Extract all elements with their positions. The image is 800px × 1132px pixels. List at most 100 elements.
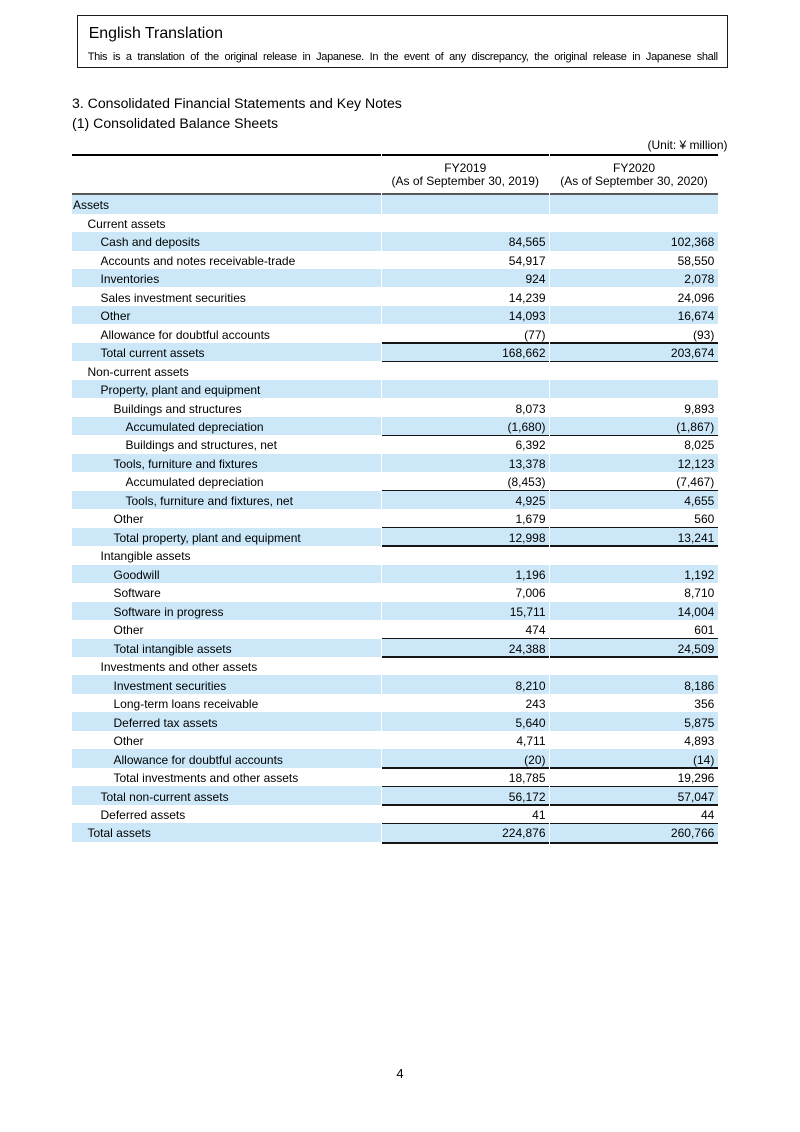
fy2019-value: 41 bbox=[532, 808, 546, 823]
row-label: Total non-current assets bbox=[72, 786, 381, 805]
header-underline bbox=[382, 192, 549, 195]
fy2020-value: 8,186 bbox=[550, 675, 718, 694]
row-label: Allowance for doubtful accounts bbox=[72, 749, 381, 768]
total-rule bbox=[550, 490, 718, 492]
row-label: Other bbox=[113, 512, 144, 527]
fy2019-value: 18,785 bbox=[508, 771, 546, 786]
fy2020-value: 12,123 bbox=[550, 453, 718, 473]
fy2019-value: 14,239 bbox=[508, 290, 546, 305]
fy2019-value: 5,640 bbox=[382, 712, 549, 731]
table-row: Deferred assets 41 44 bbox=[72, 805, 718, 823]
row-label: Assets bbox=[72, 195, 381, 214]
row-label: Total intangible assets bbox=[72, 638, 381, 657]
fy2020-value: 58,550 bbox=[677, 253, 715, 268]
total-rule bbox=[382, 804, 549, 806]
total-rule bbox=[382, 842, 549, 844]
row-label: Total current assets bbox=[72, 342, 381, 362]
fy2020-value: 102,368 bbox=[550, 232, 718, 251]
row-label: Total investments and other assets bbox=[113, 771, 299, 786]
table-row: Other 4,711 4,893 bbox=[72, 731, 718, 749]
total-rule bbox=[382, 342, 549, 344]
table-row: Long-term loans receivable 243 356 bbox=[72, 694, 718, 712]
section-heading: 3. Consolidated Financial Statements and… bbox=[72, 94, 402, 111]
row-label: Other bbox=[113, 734, 144, 749]
table-row: Total current assets 168,662 203,674 bbox=[72, 342, 718, 362]
fy2019-value: 4,711 bbox=[516, 734, 546, 749]
column-header-fy2020-line2: (As of September 30, 2020) bbox=[560, 173, 708, 188]
row-label: Tools, furniture and fixtures, net bbox=[72, 490, 381, 510]
row-label: Property, plant and equipment bbox=[72, 379, 381, 399]
row-label: Software in progress bbox=[72, 601, 381, 621]
fy2019-value: 168,662 bbox=[382, 342, 549, 362]
row-label: Accumulated depreciation bbox=[72, 416, 381, 436]
fy2020-value: 19,296 bbox=[677, 771, 715, 786]
row-label: Deferred assets bbox=[100, 808, 186, 823]
total-rule bbox=[382, 527, 549, 529]
fy2020-value: 9,893 bbox=[684, 401, 715, 416]
total-rule bbox=[550, 637, 718, 640]
row-label: Accumulated depreciation bbox=[125, 475, 264, 490]
fy2020-value: 57,047 bbox=[550, 786, 718, 805]
table-row: Total intangible assets 24,388 24,509 bbox=[72, 638, 718, 657]
total-rule bbox=[550, 767, 718, 769]
fy2020-value bbox=[550, 361, 718, 379]
row-label: Other bbox=[72, 305, 381, 325]
header-underline bbox=[550, 192, 718, 195]
fy2019-value bbox=[382, 214, 549, 232]
table-row: Total assets 224,876 260,766 bbox=[72, 823, 718, 842]
notice-title: English Translation bbox=[88, 25, 223, 43]
table-row: Non-current assets bbox=[72, 361, 718, 379]
fy2020-value: (14) bbox=[550, 749, 718, 768]
total-rule bbox=[550, 804, 718, 806]
table-row: Intangible assets bbox=[72, 546, 718, 564]
total-rule bbox=[382, 822, 549, 824]
total-rule bbox=[382, 767, 549, 769]
table-row: Assets bbox=[72, 195, 718, 214]
row-label: Deferred tax assets bbox=[72, 712, 381, 731]
row-label: Investments and other assets bbox=[100, 660, 258, 675]
fy2020-value: (93) bbox=[692, 327, 715, 342]
row-label: Current assets bbox=[87, 216, 166, 231]
table-row: Buildings and structures, net 6,392 8,025 bbox=[72, 435, 718, 453]
row-label: Sales investment securities bbox=[100, 290, 246, 305]
total-rule bbox=[550, 842, 718, 844]
fy2019-value: 1,196 bbox=[382, 564, 549, 584]
row-label: Goodwill bbox=[72, 564, 381, 584]
fy2019-value: 7,006 bbox=[515, 586, 546, 601]
fy2020-value: 16,674 bbox=[550, 305, 718, 325]
fy2019-value: 474 bbox=[525, 623, 546, 638]
table-row: Allowance for doubtful accounts (20) (14) bbox=[72, 749, 718, 768]
table-row: Deferred tax assets 5,640 5,875 bbox=[72, 712, 718, 731]
fy2019-value: (77) bbox=[524, 327, 546, 342]
table-top-rule bbox=[382, 153, 549, 157]
table-row: Tools, furniture and fixtures 13,378 12,12… bbox=[72, 453, 718, 473]
fy2020-value: 5,875 bbox=[550, 712, 718, 731]
table-row: Other 1,679 560 bbox=[72, 509, 718, 527]
fy2019-value: 12,998 bbox=[382, 527, 549, 547]
total-rule bbox=[550, 822, 718, 824]
fy2019-value bbox=[382, 361, 549, 379]
table-row: Investments and other assets bbox=[72, 657, 718, 675]
fy2019-value: 84,565 bbox=[382, 232, 549, 251]
table-row: Total investments and other assets 18,785… bbox=[72, 768, 718, 786]
total-rule bbox=[382, 360, 549, 363]
total-rule bbox=[382, 785, 549, 788]
fy2019-value: 224,876 bbox=[382, 823, 549, 842]
fy2020-value: 560 bbox=[694, 512, 715, 527]
fy2019-value: 24,388 bbox=[382, 638, 549, 657]
fy2020-value bbox=[550, 195, 718, 214]
translation-notice-box: English Translation This is a translatio… bbox=[76, 15, 728, 68]
table-row: Other 474 601 bbox=[72, 620, 718, 638]
fy2019-value: 1,679 bbox=[515, 512, 546, 527]
table-top-rule bbox=[72, 153, 381, 157]
total-rule bbox=[550, 360, 718, 363]
row-label: Accounts and notes receivable-trade bbox=[100, 253, 296, 268]
fy2019-value bbox=[382, 546, 549, 564]
table-row: Accumulated depreciation (8,453) (7,467) bbox=[72, 472, 718, 490]
row-label: Total assets bbox=[72, 823, 381, 842]
fy2020-value: 356 bbox=[694, 697, 715, 712]
table-row: Investment securities 8,210 8,186 bbox=[72, 675, 718, 694]
fy2019-value: 13,378 bbox=[382, 453, 549, 473]
row-label: Tools, furniture and fixtures bbox=[72, 453, 381, 473]
table-top-rule bbox=[550, 153, 718, 157]
